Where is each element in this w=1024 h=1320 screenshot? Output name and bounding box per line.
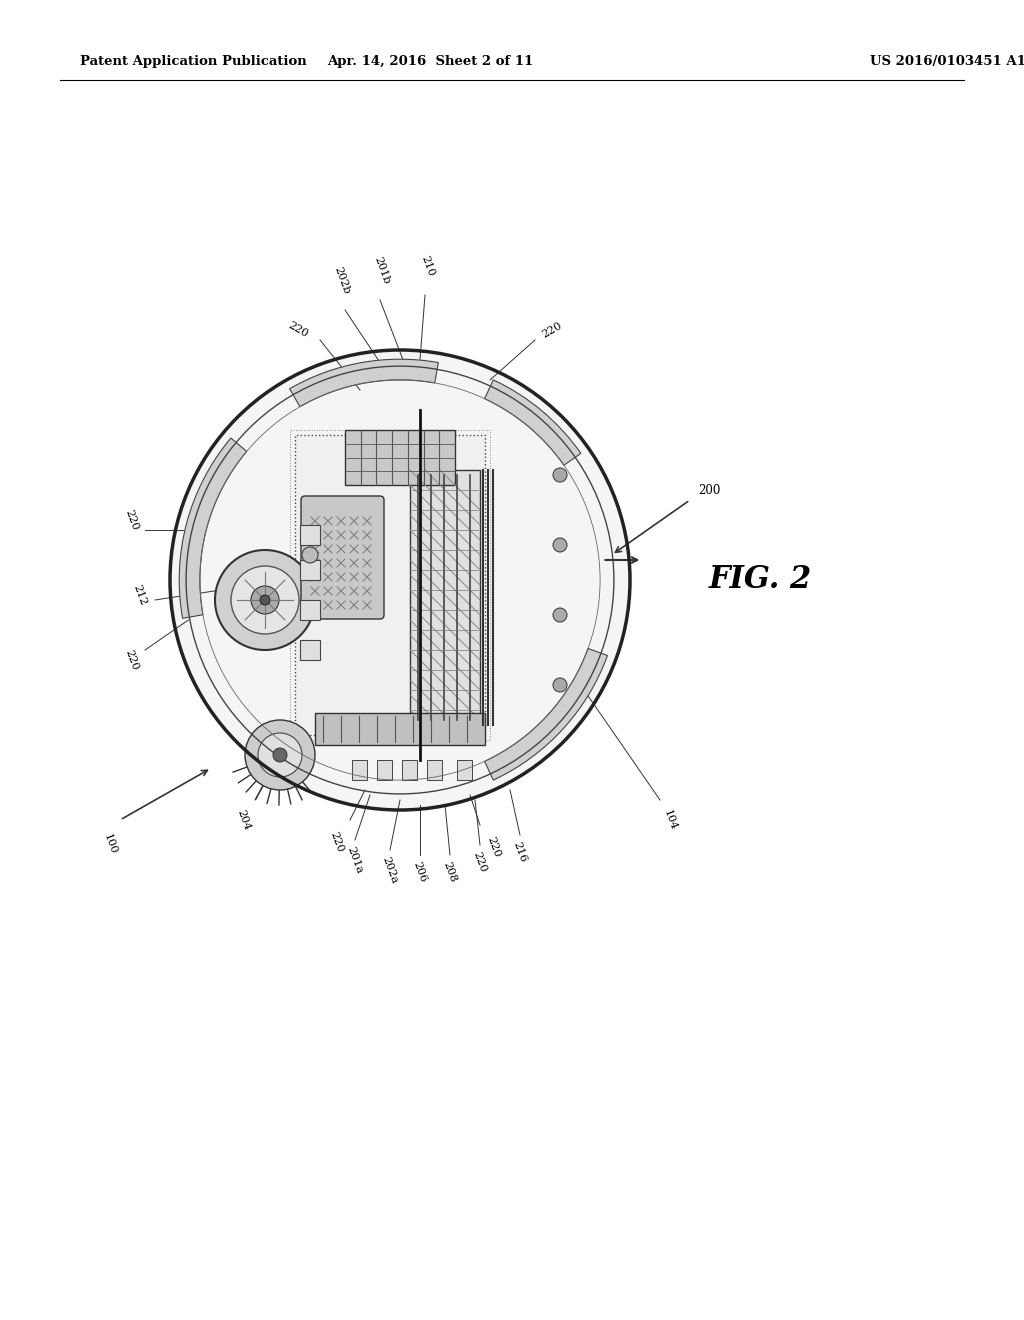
Circle shape <box>231 566 299 634</box>
Wedge shape <box>484 648 607 780</box>
Text: Apr. 14, 2016  Sheet 2 of 11: Apr. 14, 2016 Sheet 2 of 11 <box>327 55 534 69</box>
Bar <box>352 760 367 780</box>
Wedge shape <box>179 438 247 618</box>
Bar <box>300 601 319 620</box>
Bar <box>402 760 417 780</box>
Text: 220: 220 <box>540 321 563 339</box>
Text: 200: 200 <box>698 483 720 496</box>
Text: 202a: 202a <box>381 855 399 884</box>
Text: 201a: 201a <box>345 845 365 875</box>
Text: 204: 204 <box>236 808 252 832</box>
Text: 100: 100 <box>101 832 119 855</box>
Circle shape <box>553 609 567 622</box>
Text: 210: 210 <box>420 255 436 279</box>
Text: 220: 220 <box>123 508 140 532</box>
Circle shape <box>302 546 318 564</box>
Bar <box>300 560 319 579</box>
Circle shape <box>273 748 287 762</box>
Text: Patent Application Publication: Patent Application Publication <box>80 55 307 69</box>
Wedge shape <box>484 380 581 465</box>
Bar <box>315 713 485 744</box>
Circle shape <box>260 595 270 605</box>
Bar <box>427 760 442 780</box>
Text: US 2016/0103451 A1: US 2016/0103451 A1 <box>870 55 1024 69</box>
Circle shape <box>553 678 567 692</box>
Text: 202b: 202b <box>333 265 351 294</box>
Bar <box>410 470 480 725</box>
Circle shape <box>245 719 315 789</box>
Circle shape <box>553 469 567 482</box>
Circle shape <box>251 586 279 614</box>
Text: 220: 220 <box>287 321 310 339</box>
Text: 201b: 201b <box>373 255 391 285</box>
Bar <box>300 640 319 660</box>
Text: 220: 220 <box>472 850 488 874</box>
Circle shape <box>215 550 315 649</box>
Circle shape <box>258 733 302 777</box>
Text: 206: 206 <box>412 861 428 883</box>
Text: 216: 216 <box>512 840 528 863</box>
Text: FIG. 2: FIG. 2 <box>709 565 812 595</box>
Text: 104: 104 <box>662 808 678 832</box>
Bar <box>290 430 490 741</box>
Text: 220: 220 <box>123 648 140 672</box>
Text: 220: 220 <box>485 836 502 858</box>
Circle shape <box>170 350 630 810</box>
Wedge shape <box>290 359 438 407</box>
Text: 220: 220 <box>329 830 345 854</box>
Bar <box>457 760 472 780</box>
Circle shape <box>553 539 567 552</box>
Text: 212: 212 <box>131 583 148 607</box>
Bar <box>295 436 485 735</box>
FancyBboxPatch shape <box>301 496 384 619</box>
Bar <box>345 430 455 484</box>
Bar <box>300 525 319 545</box>
Text: 208: 208 <box>441 861 459 883</box>
Bar <box>377 760 392 780</box>
